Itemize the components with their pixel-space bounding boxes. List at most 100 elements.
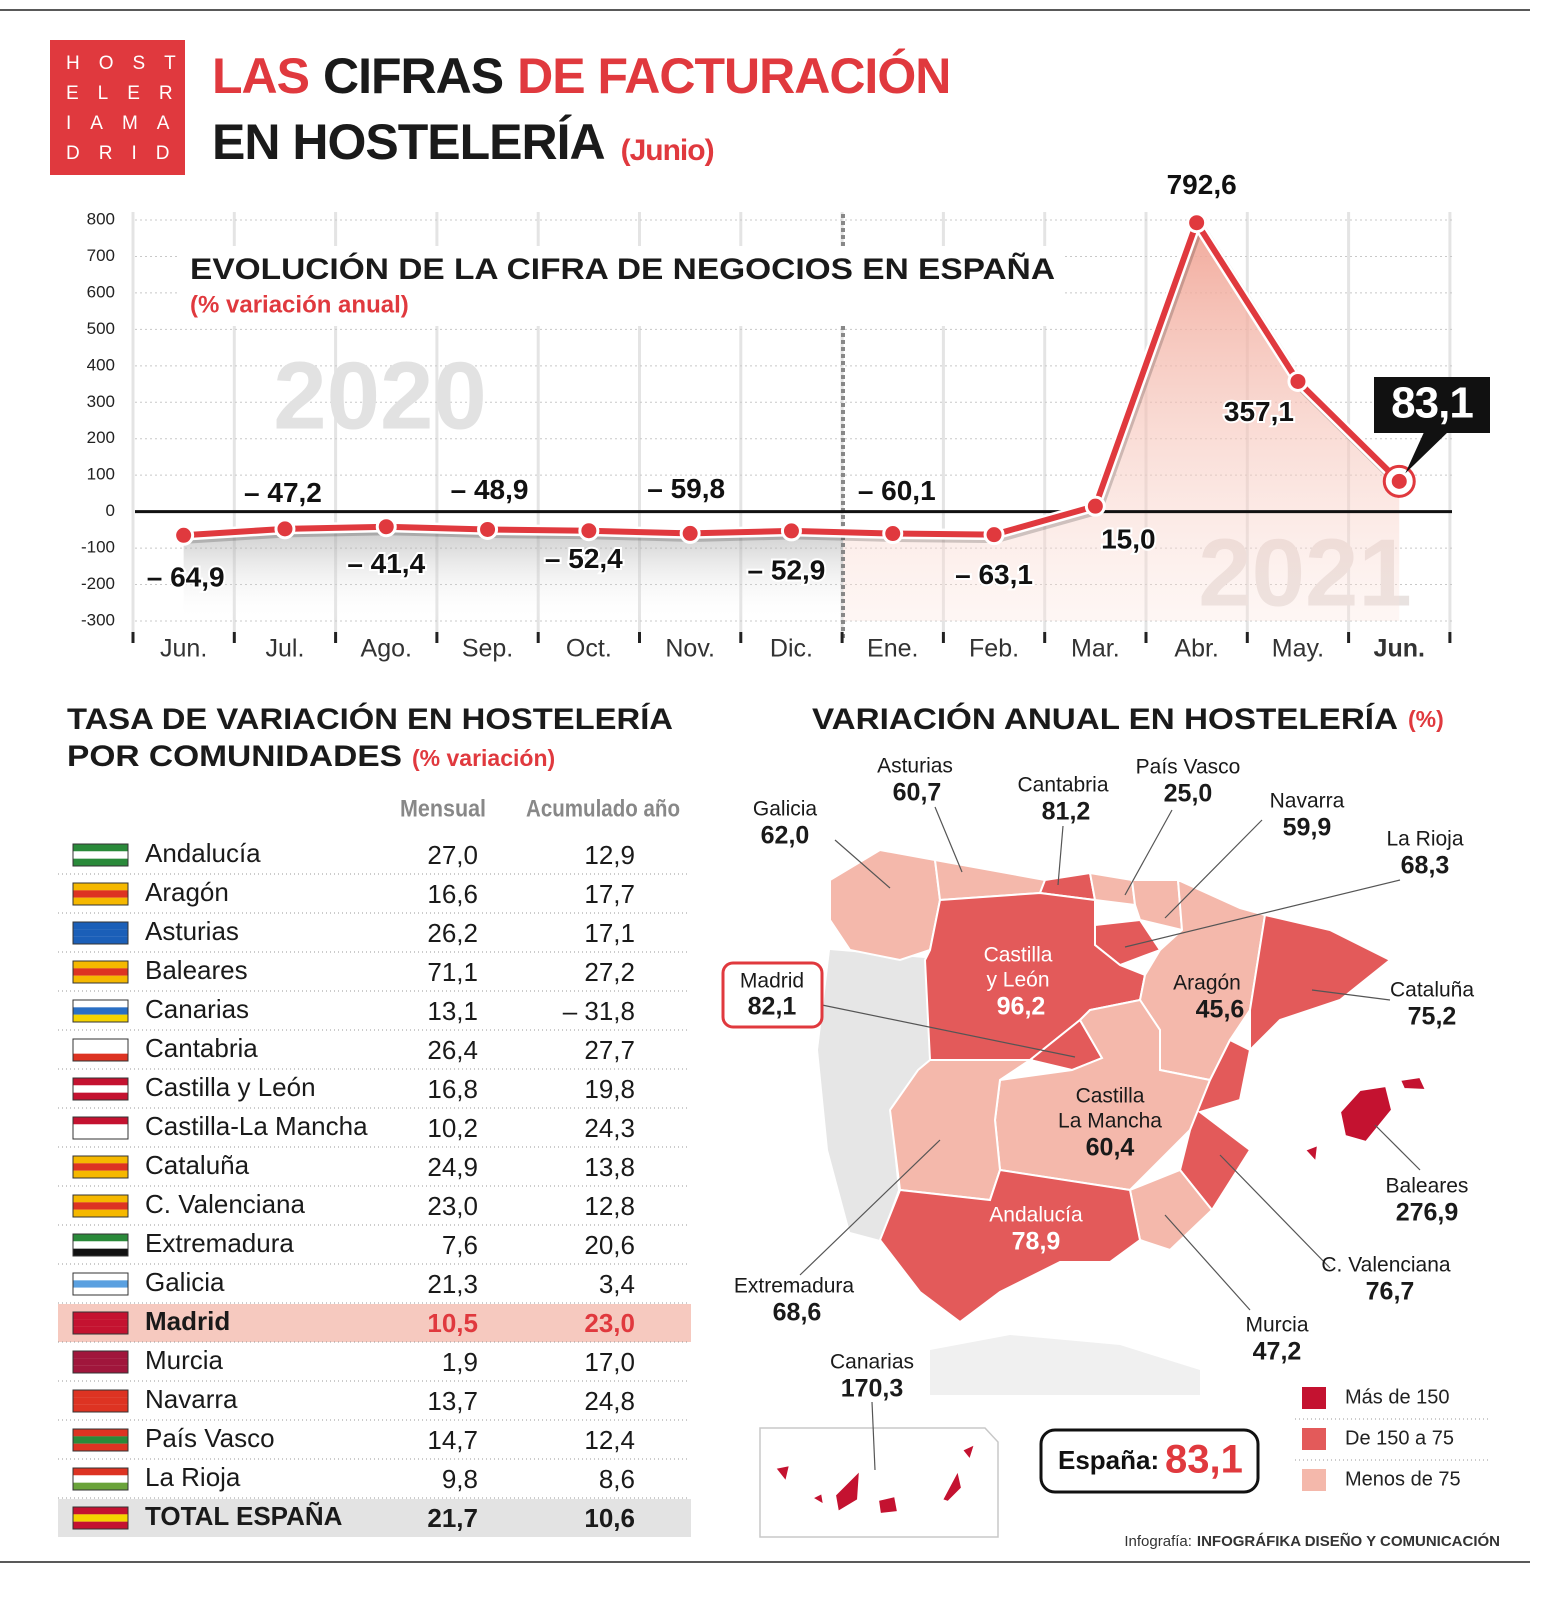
- watermark-2020: 2020: [273, 342, 487, 449]
- flag-stripe: [73, 1078, 128, 1086]
- value-label: – 48,9: [451, 474, 529, 505]
- region-value: 45,6: [1196, 996, 1245, 1024]
- row-name: Murcia: [145, 1345, 224, 1375]
- value-label: – 47,2: [244, 477, 322, 508]
- region-name: Baleares: [1386, 1175, 1469, 1198]
- leader-line: [821, 1004, 1076, 1058]
- region: [878, 1168, 1142, 1324]
- row-cumulative: 17,0: [584, 1347, 635, 1377]
- region-name: Castilla: [1076, 1085, 1145, 1108]
- map-title-text: VARIACIÓN ANUAL EN HOSTELERÍA: [812, 702, 1398, 736]
- flag-stripe: [73, 1000, 128, 1008]
- region-value: 59,9: [1283, 814, 1332, 842]
- region-value: 170,3: [841, 1375, 904, 1403]
- row-cumulative: 12,9: [584, 840, 635, 870]
- row-cumulative: 12,8: [584, 1191, 635, 1221]
- flag-stripe: [73, 936, 128, 945]
- row-monthly: 16,6: [427, 879, 478, 909]
- flag-stripe: [73, 1273, 128, 1281]
- callout-pointer: [1405, 430, 1450, 474]
- value-label: 792,6: [1167, 169, 1237, 200]
- region: [1303, 1075, 1428, 1165]
- region-name: Asturias: [877, 755, 953, 778]
- title-part: DE FACTURACIÓN: [517, 48, 950, 104]
- flag-stripe: [73, 844, 128, 852]
- area-2020: [183, 526, 843, 621]
- data-point: [679, 522, 701, 544]
- flag-stripe: [73, 1436, 128, 1444]
- y-tick-label: 400: [87, 355, 115, 374]
- leader-line: [834, 839, 891, 889]
- y-tick-label: 200: [87, 428, 115, 447]
- portugal: [818, 950, 930, 1240]
- flag-stripe: [73, 1280, 128, 1288]
- leader-line: [871, 1401, 876, 1471]
- flag-stripe: [73, 1326, 128, 1335]
- flag-stripe: [73, 961, 128, 969]
- flag-border: [72, 843, 129, 867]
- x-tick-label: Jun.: [160, 635, 207, 663]
- region-value: 81,2: [1042, 798, 1091, 826]
- row-cumulative: 10,6: [584, 1503, 635, 1533]
- region-name: La Rioja: [1386, 828, 1463, 851]
- row-monthly: 10,5: [427, 1308, 478, 1338]
- flag-stripe: [73, 1053, 128, 1062]
- value-label: – 52,4: [545, 543, 623, 574]
- data-point: [780, 520, 802, 542]
- data-point: [1388, 470, 1410, 492]
- logo-line: IAMA: [66, 113, 188, 134]
- flag-stripe: [73, 1234, 128, 1242]
- leader-line: [1164, 1214, 1251, 1311]
- flag-stripe: [73, 1514, 128, 1522]
- flag-stripe: [73, 1248, 128, 1257]
- region-value: 47,2: [1253, 1338, 1302, 1366]
- row-monthly: 21,3: [427, 1269, 478, 1299]
- legend-swatch: [1302, 1469, 1326, 1491]
- flag-stripe: [73, 1046, 128, 1054]
- region-name: Galicia: [753, 798, 818, 821]
- flag-stripe: [73, 1397, 128, 1405]
- flag-stripe: [73, 1131, 128, 1140]
- x-tick-label: May.: [1272, 635, 1324, 663]
- flag-stripe: [73, 1521, 128, 1530]
- region: [1130, 879, 1184, 932]
- value-label: – 52,9: [748, 554, 826, 585]
- row-name: Baleares: [145, 955, 248, 985]
- region-value: 25,0: [1164, 780, 1213, 808]
- row-monthly: 21,7: [427, 1503, 478, 1533]
- row-name: Castilla-La Mancha: [145, 1111, 368, 1141]
- region-name: Cantabria: [1017, 774, 1108, 797]
- region-value: 60,7: [893, 779, 942, 807]
- flag-border: [72, 1116, 129, 1140]
- flag-border: [72, 1389, 129, 1413]
- row-cumulative: 3,4: [599, 1269, 635, 1299]
- row-cumulative: 23,0: [584, 1308, 635, 1338]
- map-title-unit: (%): [1408, 706, 1444, 732]
- x-tick-label: Nov.: [665, 635, 715, 663]
- map-title: VARIACIÓN ANUAL EN HOSTELERÍA (%): [812, 702, 1444, 736]
- credit: Infografía: INFOGRÁFIKA DISEÑO Y COMUNICA…: [1124, 1532, 1500, 1550]
- x-tick-label: Mar.: [1071, 635, 1120, 663]
- flag-border: [72, 1155, 129, 1179]
- row-cumulative: 24,8: [584, 1386, 635, 1416]
- row-name: Galicia: [145, 1267, 225, 1297]
- flag-stripe: [73, 1202, 128, 1210]
- flag-stripe: [73, 1429, 128, 1437]
- row-cumulative: 24,3: [584, 1113, 635, 1143]
- leader-line: [934, 806, 963, 873]
- flag-border: [72, 882, 129, 906]
- value-label: – 41,4: [347, 548, 425, 579]
- main-title: EN HOSTELERÍA (Junio): [212, 114, 714, 170]
- column-header: Acumulado año: [526, 795, 680, 822]
- y-tick-label: 300: [87, 392, 115, 411]
- row-monthly: 23,0: [427, 1191, 478, 1221]
- row-monthly: 24,9: [427, 1152, 478, 1182]
- row-name: Cantabria: [145, 1033, 258, 1063]
- value-label: 357,1: [1224, 396, 1294, 427]
- x-tick-label: Jul.: [265, 635, 304, 663]
- row-name: La Rioja: [145, 1462, 241, 1492]
- x-tick-label: Oct.: [566, 635, 612, 663]
- column-header: Mensual: [400, 795, 486, 822]
- region-value: 60,4: [1086, 1134, 1135, 1162]
- row-name: Canarias: [145, 994, 249, 1024]
